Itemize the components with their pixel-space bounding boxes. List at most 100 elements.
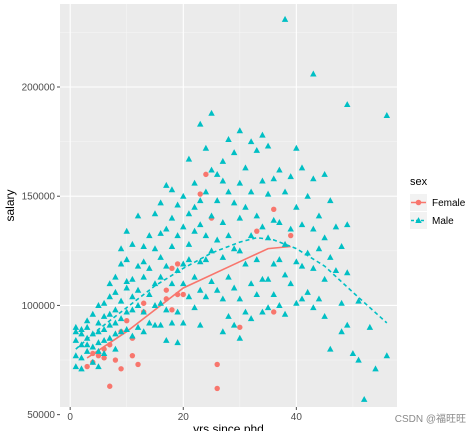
data-point-male xyxy=(140,308,147,315)
data-point-male xyxy=(242,308,249,315)
data-point-male xyxy=(191,273,198,280)
data-point-male xyxy=(180,280,187,287)
data-point-male xyxy=(174,267,181,274)
x-tick-label: 20 xyxy=(178,412,190,423)
data-point-male xyxy=(146,232,153,239)
data-point-male xyxy=(298,262,306,269)
data-point-male xyxy=(157,321,164,328)
data-point-male xyxy=(253,291,261,298)
data-point-male xyxy=(230,149,238,156)
data-point-male xyxy=(196,321,204,328)
data-point-male xyxy=(383,111,391,118)
data-point-male xyxy=(174,201,181,208)
data-point-male xyxy=(264,275,272,282)
data-point-male xyxy=(168,243,176,250)
data-point-male xyxy=(112,273,119,280)
data-point-male xyxy=(146,291,153,298)
data-point-male xyxy=(344,269,351,276)
data-point-male xyxy=(163,262,170,269)
data-point-female xyxy=(129,352,136,359)
data-point-male xyxy=(196,120,204,127)
data-point-female xyxy=(271,206,277,213)
data-point-male xyxy=(185,240,193,247)
data-point-male xyxy=(140,243,147,250)
data-point-male xyxy=(281,271,289,278)
data-point-male xyxy=(293,203,300,210)
data-point-male xyxy=(129,306,136,313)
legend-label-female: Female xyxy=(432,198,466,209)
data-point-male xyxy=(208,247,215,254)
data-point-male xyxy=(202,144,210,151)
data-point-male xyxy=(202,232,210,239)
data-point-male xyxy=(310,304,317,311)
data-point-male xyxy=(151,280,159,287)
data-point-male xyxy=(100,299,108,306)
data-point-male xyxy=(213,197,221,204)
data-point-male xyxy=(321,275,328,282)
data-point-male xyxy=(213,170,221,177)
data-point-male xyxy=(157,229,164,236)
data-point-male xyxy=(151,302,159,308)
data-point-male xyxy=(123,284,130,291)
data-point-female xyxy=(214,361,220,368)
data-point-male xyxy=(100,350,108,357)
data-point-female xyxy=(135,361,141,368)
legend: sex Female Male xyxy=(410,176,466,229)
data-point-male xyxy=(191,227,198,234)
data-point-male xyxy=(72,328,80,335)
data-point-male xyxy=(208,109,215,116)
data-point-male xyxy=(298,164,306,171)
data-point-male xyxy=(281,188,289,195)
data-point-male xyxy=(129,332,136,339)
data-point-male xyxy=(95,302,102,308)
axes: 0 20 40 50000 100000 150000 200000 xyxy=(22,83,303,423)
data-point-male xyxy=(117,297,125,304)
data-point-male xyxy=(95,339,102,346)
data-point-male xyxy=(310,175,317,182)
data-point-male xyxy=(276,219,283,225)
data-point-male xyxy=(321,312,328,319)
data-point-male xyxy=(95,347,102,354)
fit-curves xyxy=(75,236,388,359)
data-point-male xyxy=(338,243,345,250)
data-point-male xyxy=(230,199,238,206)
data-point-male xyxy=(117,315,125,322)
data-point-male xyxy=(208,166,215,173)
data-point-male xyxy=(180,319,187,326)
data-point-male xyxy=(89,310,97,317)
data-point-male xyxy=(344,221,351,228)
data-point-male xyxy=(259,275,266,282)
data-point-male xyxy=(242,203,249,210)
data-point-male xyxy=(191,203,198,210)
data-point-male xyxy=(157,253,164,260)
data-point-female xyxy=(169,307,175,313)
data-point-male xyxy=(310,264,317,271)
data-point-female xyxy=(101,355,107,361)
data-point-male xyxy=(236,214,244,221)
fit-curve-male xyxy=(75,236,388,350)
data-point-male xyxy=(157,299,164,306)
data-point-male xyxy=(106,334,113,341)
data-point-male xyxy=(372,365,379,372)
data-point-male xyxy=(276,256,283,263)
data-points xyxy=(72,15,391,402)
data-point-male xyxy=(112,306,119,313)
data-point-male xyxy=(264,304,272,311)
data-point-male xyxy=(112,288,119,295)
data-point-male xyxy=(185,210,193,217)
data-point-male xyxy=(180,260,187,267)
legend-marker-female xyxy=(415,199,422,206)
data-point-male xyxy=(247,280,255,287)
data-point-male xyxy=(72,336,80,343)
data-point-male xyxy=(123,308,130,315)
data-point-male xyxy=(123,227,130,234)
data-point-male xyxy=(157,273,164,280)
data-point-male xyxy=(168,186,176,193)
data-point-male xyxy=(168,214,176,221)
data-point-female xyxy=(112,357,119,363)
data-point-male xyxy=(83,347,91,354)
data-point-male xyxy=(355,297,362,304)
data-point-male xyxy=(89,358,97,365)
data-point-male xyxy=(112,330,119,337)
data-point-female xyxy=(118,366,124,372)
